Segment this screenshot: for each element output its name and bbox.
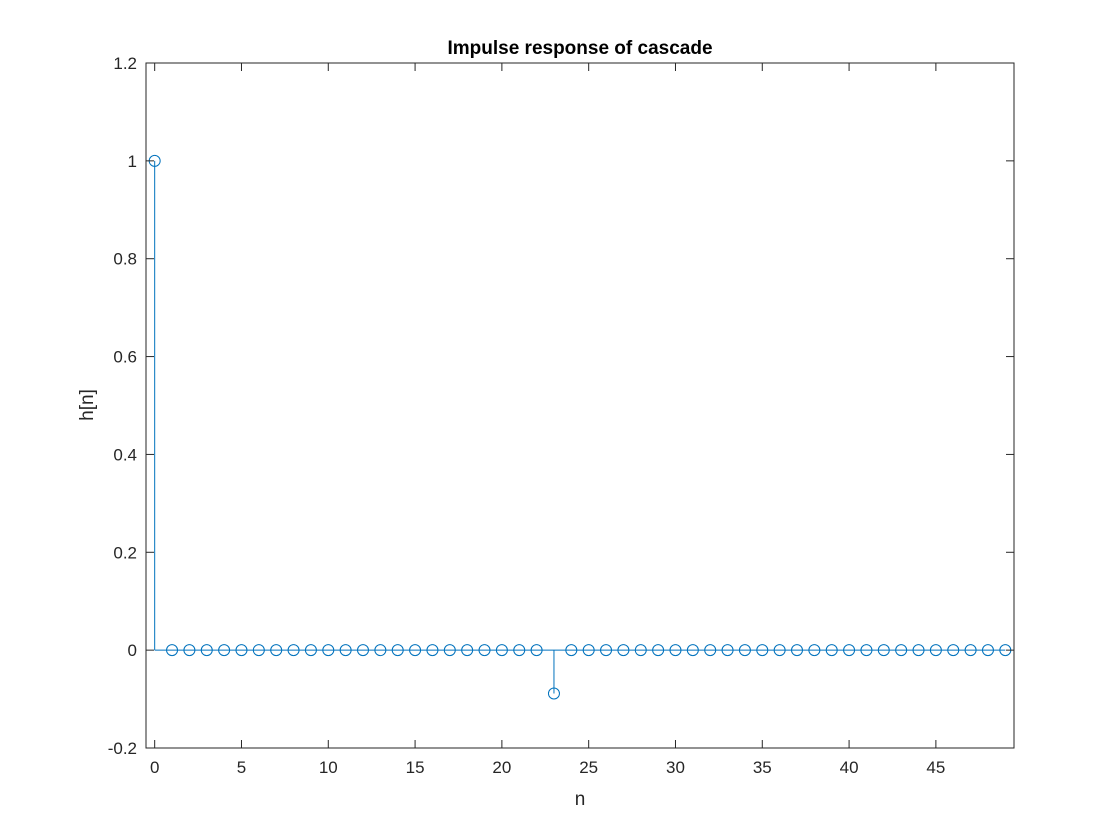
stem-marker (409, 644, 422, 657)
stem-marker (669, 644, 682, 657)
stem-marker (183, 644, 196, 657)
stem-marker (478, 644, 491, 657)
x-axis-ticks: 0 5 10 15 20 25 30 35 40 45 (150, 63, 945, 777)
stem-marker (843, 644, 856, 657)
stem-marker (912, 644, 925, 657)
x-tick-label: 40 (840, 758, 859, 777)
x-tick-label: 0 (150, 758, 159, 777)
stem-marker (391, 644, 404, 657)
y-tick-label: 0.6 (113, 348, 137, 367)
chart-title: Impulse response of cascade (447, 38, 712, 59)
axes-box (145, 62, 1015, 749)
stem-marker (791, 644, 803, 657)
x-tick-label: 30 (666, 758, 685, 777)
y-tick-label: 0.8 (113, 250, 137, 269)
stem-marker (443, 644, 456, 657)
stem-marker (357, 644, 369, 657)
stem-marker (270, 644, 283, 657)
stem-series (148, 154, 1012, 700)
y-tick-label: 0.4 (113, 445, 137, 464)
stem-marker (218, 644, 231, 657)
stem-marker (860, 644, 873, 657)
y-tick-label: 1 (128, 152, 137, 171)
stem-marker (166, 644, 179, 657)
stem-marker (235, 644, 248, 657)
stem-marker (565, 644, 578, 657)
stem-marker (322, 644, 335, 657)
x-tick-label: 25 (579, 758, 598, 777)
x-tick-label: 10 (319, 758, 338, 777)
x-tick-label: 35 (753, 758, 772, 777)
stem-marker (981, 644, 994, 657)
stem-marker (947, 644, 960, 657)
stem-marker (287, 644, 300, 657)
stem-marker (773, 644, 786, 657)
stem-marker (200, 644, 213, 657)
x-axis-label: n (575, 789, 586, 810)
stem-marker (617, 644, 630, 657)
stem-marker (756, 644, 769, 657)
stem-marker (652, 644, 665, 657)
stem-marker (374, 644, 387, 657)
stem-marker (929, 644, 942, 657)
stem-marker (686, 644, 699, 657)
y-axis-label: h[n] (77, 389, 98, 421)
stem-marker (513, 644, 526, 657)
stem-marker (634, 644, 647, 657)
y-axis-ticks: -0.2 0 0.2 0.4 0.6 0.8 1 1.2 (108, 54, 1014, 758)
y-tick-label: -0.2 (108, 739, 137, 758)
stem-marker (721, 644, 734, 657)
x-tick-label: 5 (237, 758, 246, 777)
stem-marker (808, 644, 821, 657)
stem-marker (582, 644, 595, 657)
x-tick-label: 15 (406, 758, 425, 777)
stem-marker (547, 687, 560, 700)
y-tick-label: 1.2 (113, 54, 137, 73)
stem-marker (426, 644, 439, 657)
stem-marker (964, 644, 977, 657)
x-tick-label: 20 (492, 758, 511, 777)
stem-marker (825, 644, 838, 657)
x-tick-label: 45 (926, 758, 945, 777)
stem-marker (704, 644, 717, 657)
stem-marker (738, 644, 751, 657)
stem-marker (530, 644, 543, 657)
stem-marker (895, 644, 908, 657)
stem-marker (600, 644, 613, 657)
axes-background (146, 63, 1014, 748)
stem-marker (877, 644, 890, 657)
stem-marker (461, 644, 474, 657)
stem-marker (339, 644, 352, 657)
stem-marker (495, 644, 508, 657)
y-tick-label: 0.2 (113, 543, 137, 562)
stem-marker (252, 644, 265, 657)
stem-marker (304, 644, 317, 657)
y-tick-label: 0 (128, 641, 137, 660)
